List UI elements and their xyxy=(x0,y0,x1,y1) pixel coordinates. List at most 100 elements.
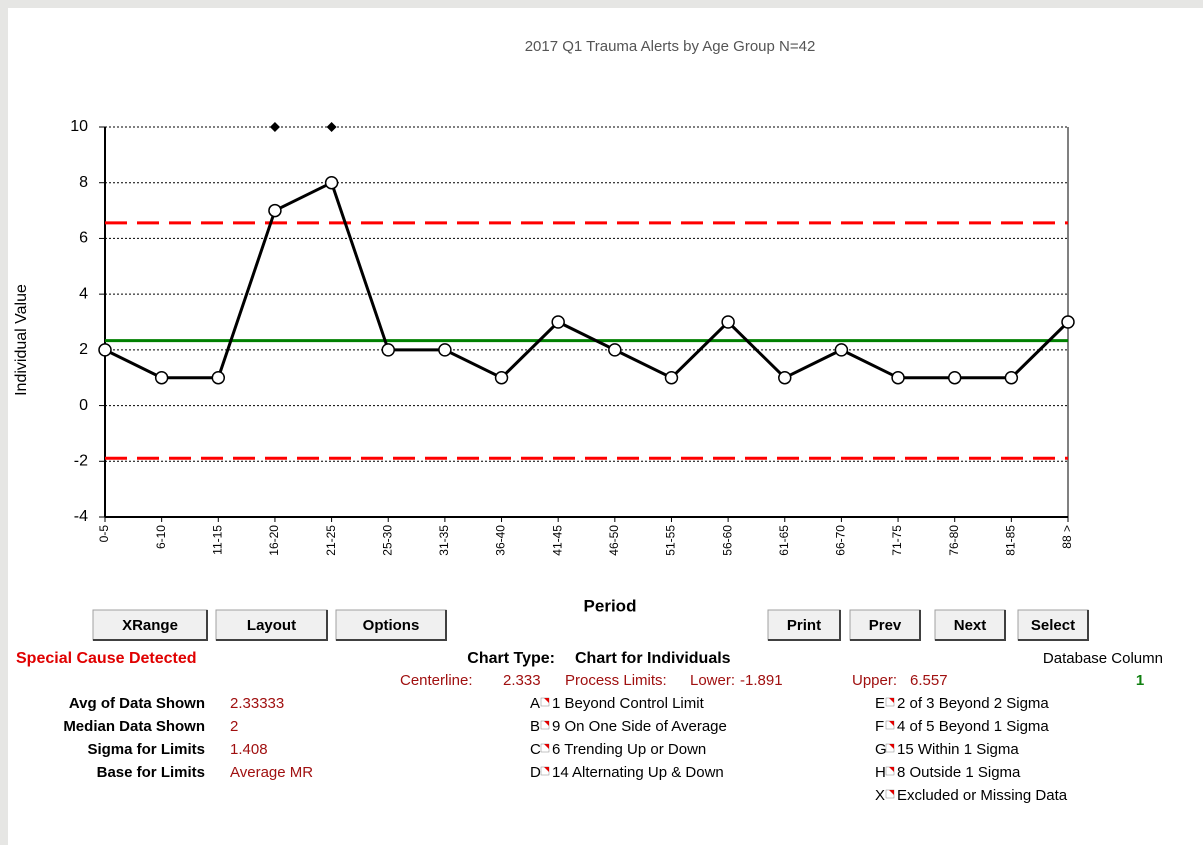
lower-value: -1.891 xyxy=(740,672,783,689)
rule-key: E xyxy=(875,695,885,712)
stat-label: Sigma for Limits xyxy=(87,741,205,758)
data-point xyxy=(324,175,339,190)
chart-type-label: Chart Type: xyxy=(467,650,555,667)
rule-key: A xyxy=(530,695,540,712)
centerline-value: 2.333 xyxy=(503,672,541,689)
data-point xyxy=(494,370,509,385)
rule-icon-corner xyxy=(889,744,894,749)
rule-key: F xyxy=(875,718,884,735)
x-axis-label: Period xyxy=(584,596,637,615)
stat-label: Avg of Data Shown xyxy=(69,695,205,712)
y-tick-label: 4 xyxy=(79,285,88,302)
rule-icon-corner xyxy=(889,790,894,795)
button[interactable]: Next xyxy=(954,617,987,634)
x-tick-label: 16-20 xyxy=(267,525,281,556)
y-tick-label: -4 xyxy=(74,508,88,525)
button-face xyxy=(767,609,841,641)
data-point xyxy=(891,370,905,385)
x-tick-label: 36-40 xyxy=(494,525,508,556)
database-column-label: Database Column xyxy=(1043,650,1163,667)
x-tick-label: 46-50 xyxy=(607,525,621,556)
rule-icon-corner xyxy=(889,767,894,772)
rule-key: G xyxy=(875,741,887,758)
data-point xyxy=(551,315,565,329)
rule-icon-corner xyxy=(889,698,894,703)
data-point xyxy=(778,370,792,385)
button-shadow xyxy=(216,610,328,641)
y-tick-label: 8 xyxy=(79,174,88,191)
button[interactable]: Print xyxy=(787,617,821,634)
x-tick-label: 81-85 xyxy=(1004,525,1018,556)
button-face xyxy=(215,609,328,641)
rule-text: 9 On One Side of Average xyxy=(552,718,727,735)
centerline-label: Centerline: xyxy=(400,672,473,689)
data-point xyxy=(98,343,112,357)
upper-label: Upper: xyxy=(852,672,897,689)
x-tick-label: 21-25 xyxy=(324,525,338,556)
rule-key: X xyxy=(875,787,885,804)
x-tick-label: 71-75 xyxy=(890,525,904,556)
chart-title: 2017 Q1 Trauma Alerts by Age Group N=42 xyxy=(525,38,816,55)
upper-value: 6.557 xyxy=(910,672,948,689)
rule-icon-corner xyxy=(544,744,549,749)
data-point xyxy=(154,370,169,385)
button-shadow xyxy=(336,610,447,641)
rule-icon-corner xyxy=(889,721,894,726)
rule-text: 8 Outside 1 Sigma xyxy=(897,764,1021,781)
rule-text: Excluded or Missing Data xyxy=(897,787,1068,804)
special-cause-flag xyxy=(326,122,337,132)
rule-text: 4 of 5 Beyond 1 Sigma xyxy=(897,718,1049,735)
chart-type: Chart for Individuals xyxy=(575,650,731,667)
rule-text: 2 of 3 Beyond 2 Sigma xyxy=(897,695,1049,712)
content: 2017 Q1 Trauma Alerts by Age Group N=42 … xyxy=(13,38,1163,804)
y-tick-label: 0 xyxy=(79,397,88,414)
data-point xyxy=(608,343,622,357)
button[interactable]: Layout xyxy=(247,617,296,634)
data-point xyxy=(664,370,679,385)
rule-text: 15 Within 1 Sigma xyxy=(897,741,1019,758)
stat-value: 2.33333 xyxy=(230,695,284,712)
data-point xyxy=(947,370,962,385)
stat-label: Median Data Shown xyxy=(63,718,205,735)
x-tick-label: 0-5 xyxy=(97,525,111,543)
button-shadow xyxy=(768,610,841,641)
y-axis-label: Individual Value xyxy=(13,284,30,396)
rule-icon-corner xyxy=(544,721,549,726)
rule-icon-corner xyxy=(544,767,549,772)
x-tick-label: 66-70 xyxy=(834,525,848,556)
stat-value: 1.408 xyxy=(230,741,268,758)
stat-value: 2 xyxy=(230,718,238,735)
button[interactable]: Select xyxy=(1031,617,1075,634)
button[interactable]: XRange xyxy=(122,617,178,634)
x-tick-label: 6-10 xyxy=(154,525,168,549)
button[interactable]: Options xyxy=(363,617,420,634)
button-face xyxy=(934,609,1006,641)
special-cause-flag xyxy=(269,122,280,132)
x-tick-label: 61-65 xyxy=(777,525,791,556)
x-tick-label: 25-30 xyxy=(380,525,394,556)
data-point xyxy=(268,203,282,218)
rule-text: 1 Beyond Control Limit xyxy=(552,695,705,712)
status-special-cause: Special Cause Detected xyxy=(16,650,197,667)
y-tick-label: 6 xyxy=(79,230,88,247)
button-face xyxy=(1017,609,1089,641)
data-point xyxy=(211,370,226,385)
x-tick-label: 11-15 xyxy=(210,525,224,555)
rule-text: 14 Alternating Up & Down xyxy=(552,764,724,781)
data-point xyxy=(1061,315,1075,329)
button-shadow xyxy=(93,610,208,641)
panel xyxy=(8,8,1203,845)
button[interactable]: Prev xyxy=(869,617,902,634)
button-shadow xyxy=(1018,610,1089,641)
y-tick-label: -2 xyxy=(74,453,88,470)
data-point xyxy=(721,315,735,329)
rule-key: D xyxy=(530,764,541,781)
database-column: 1 xyxy=(1136,672,1144,689)
rule-text: 6 Trending Up or Down xyxy=(552,741,706,758)
button-shadow xyxy=(850,610,921,641)
x-tick-label: 56-60 xyxy=(720,525,734,556)
y-tick-label: 10 xyxy=(70,118,88,135)
lower-label: Lower: xyxy=(690,672,735,689)
